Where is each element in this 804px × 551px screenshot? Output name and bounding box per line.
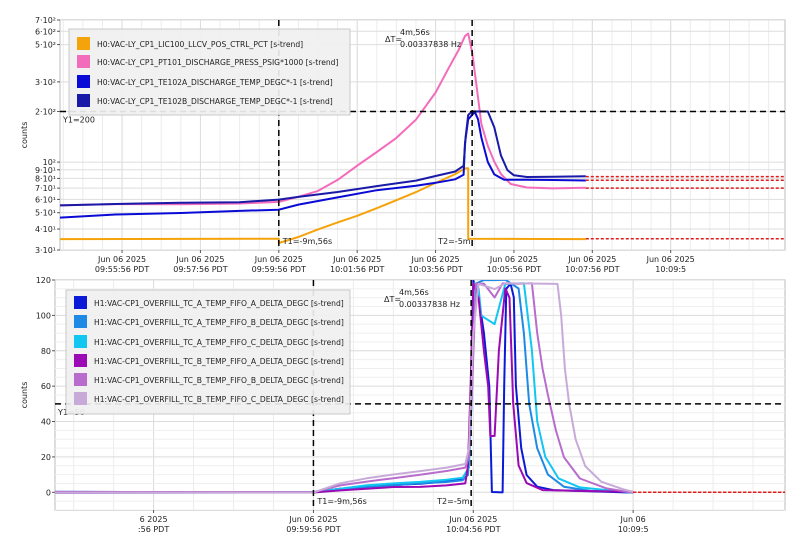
x-tick-label-date: Jun 06 2025 (448, 515, 497, 524)
legend-entry-3[interactable]: H1:VAC-CP1_OVERFILL_TC_A_TEMP_FIFO_C_DEL… (94, 338, 344, 347)
legend-swatch-4[interactable] (77, 94, 90, 107)
y-tick-label: 4·10¹ (35, 225, 56, 234)
x-tick-label-time: 09:55:56 PDT (95, 265, 149, 274)
x-tick-label-date: Jun 06 2025 (254, 255, 303, 264)
y-tick-label: 120 (36, 276, 51, 285)
y-tick-label: 40 (41, 418, 51, 427)
x-tick-label-date: Jun 06 2025 (175, 255, 224, 264)
x-tick-label-time: 09:59:56 PDT (252, 265, 306, 274)
x-tick-label-time: 10:09:5 (655, 265, 686, 274)
y-tick-label: 7·10¹ (35, 184, 56, 193)
series-line-6 (55, 282, 634, 494)
legend-swatch-3[interactable] (74, 335, 87, 348)
delta-t-value: 4m,56s (399, 288, 429, 297)
y-axis-label: counts (20, 382, 29, 409)
y-tick-label: 20 (41, 453, 51, 462)
y-tick-label: 9·10¹ (35, 166, 56, 175)
x-tick-label-time: 10:09:5 (618, 525, 649, 534)
delta-t-label: ΔT= (385, 35, 402, 44)
y-tick-label: 2·10² (35, 107, 56, 116)
cursor-t2-label: T2=-5m (437, 237, 471, 246)
delta-t-frequency: 0.00337838 Hz (399, 300, 460, 309)
y-tick-label: 100 (36, 311, 51, 320)
legend-swatch-1[interactable] (77, 37, 90, 50)
legend-entry-4[interactable]: H0:VAC-LY_CP1_TE102B_DISCHARGE_TEMP_DEGC… (97, 97, 333, 106)
x-tick-label-time: 10:03:56 PDT (408, 265, 462, 274)
y-tick-label: 8·10¹ (35, 174, 56, 183)
y-tick-label: 0 (46, 488, 51, 497)
delta-t-frequency: 0.00337838 Hz (400, 40, 461, 49)
y-tick-label: 7·10² (35, 16, 56, 25)
cursor-t1-label: T1=-9m,56s (282, 237, 332, 246)
y-tick-label: 6·10² (35, 27, 56, 36)
y-tick-label: 80 (41, 347, 51, 356)
legend-entry-6[interactable]: H1:VAC-CP1_OVERFILL_TC_B_TEMP_FIFO_C_DEL… (94, 395, 344, 404)
x-tick-label-date: Jun 06 2025 (288, 515, 337, 524)
x-tick-label-time: 10:01:56 PDT (330, 265, 384, 274)
y-tick-label: 6·10¹ (35, 195, 56, 204)
series-group (55, 280, 785, 494)
x-tick-label-date: Jun 06 2025 (567, 255, 616, 264)
x-tick-label-date: Jun 06 2025 (489, 255, 538, 264)
y-tick-label: 3·10¹ (35, 246, 56, 255)
series-line-3 (60, 110, 586, 219)
x-tick-label-date: Jun 06 2025 (97, 255, 146, 264)
x-tick-label-date: Jun 06 2025 (332, 255, 381, 264)
chart-panel-2: 0 20 40 60 80 100 120 counts 6 2025:56 PDT Jun 06… (20, 276, 786, 534)
x-tick-label-date: 6 2025 (140, 515, 168, 524)
legend-box (68, 28, 351, 116)
series-group (60, 32, 785, 244)
legend-entry-1[interactable]: H1:VAC-CP1_OVERFILL_TC_A_TEMP_FIFO_A_DEL… (94, 299, 344, 308)
delta-t-value: 4m,56s (400, 28, 430, 37)
y-tick-label: 5·10¹ (35, 209, 56, 218)
legend-entry-5[interactable]: H1:VAC-CP1_OVERFILL_TC_B_TEMP_FIFO_B_DEL… (94, 376, 344, 385)
x-tick-label-time: 10:05:56 PDT (487, 265, 541, 274)
x-tick-label-date: Jun 06 (620, 515, 646, 524)
legend-entry-2[interactable]: H1:VAC-CP1_OVERFILL_TC_A_TEMP_FIFO_B_DEL… (94, 318, 344, 327)
legend-swatch-2[interactable] (74, 315, 87, 328)
legend-entry-1[interactable]: H0:VAC-LY_CP1_LIC100_LLCV_POS_CTRL_PCT [… (97, 40, 303, 49)
legend-swatch-6[interactable] (74, 392, 87, 405)
x-tick-label-time: :56 PDT (138, 525, 169, 534)
legend-entry-4[interactable]: H1:VAC-CP1_OVERFILL_TC_B_TEMP_FIFO_A_DEL… (94, 357, 344, 366)
series-line-4 (60, 110, 586, 207)
legend: H0:VAC-LY_CP1_LIC100_LLCV_POS_CTRL_PCT [… (68, 28, 351, 116)
legend-swatch-3[interactable] (77, 75, 90, 88)
y-tick-label: 60 (41, 382, 51, 391)
y-axis-label: counts (20, 122, 29, 149)
series-line-4 (55, 282, 634, 494)
legend-swatch-5[interactable] (74, 373, 87, 386)
legend-entry-3[interactable]: H0:VAC-LY_CP1_TE102A_DISCHARGE_TEMP_DEGC… (97, 78, 333, 87)
y-tick-label: 5·10² (35, 41, 56, 50)
x-tick-label-time: 10:04:56 PDT (446, 525, 500, 534)
x-tick-label-date: Jun 06 2025 (646, 255, 695, 264)
y-tick-label: 10² (43, 158, 56, 167)
cursor-t1-label: T1=-9m,56s (316, 497, 366, 506)
series-line-1 (60, 167, 586, 244)
cursor-y1-label: Y1=200 (62, 115, 95, 124)
legend: H1:VAC-CP1_OVERFILL_TC_A_TEMP_FIFO_A_DEL… (65, 289, 351, 415)
x-tick-label-time: 09:57:56 PDT (173, 265, 227, 274)
y-tick-label: 3·10² (35, 78, 56, 87)
legend-swatch-2[interactable] (77, 55, 90, 68)
delta-t-label: ΔT= (384, 295, 401, 304)
series-line-2 (60, 32, 586, 207)
legend-swatch-4[interactable] (74, 354, 87, 367)
cursor-t2-label: T2=-5m (436, 497, 470, 506)
series-line-5 (55, 282, 634, 494)
series-line-2 (55, 280, 634, 494)
x-tick-label-time: 09:59:56 PDT (286, 525, 340, 534)
legend-entry-2[interactable]: H0:VAC-LY_CP1_PT101_DISCHARGE_PRESS_PSIG… (97, 58, 339, 67)
chart-panel-1: 7·10² 6·10² 5·10² 3·10² 2·10² 10²9·10¹8·10¹7·… (20, 16, 786, 274)
x-tick-label-date: Jun 06 2025 (411, 255, 460, 264)
x-tick-label-time: 10:07:56 PDT (565, 265, 619, 274)
legend-swatch-1[interactable] (74, 296, 87, 309)
legend-box (65, 289, 351, 415)
